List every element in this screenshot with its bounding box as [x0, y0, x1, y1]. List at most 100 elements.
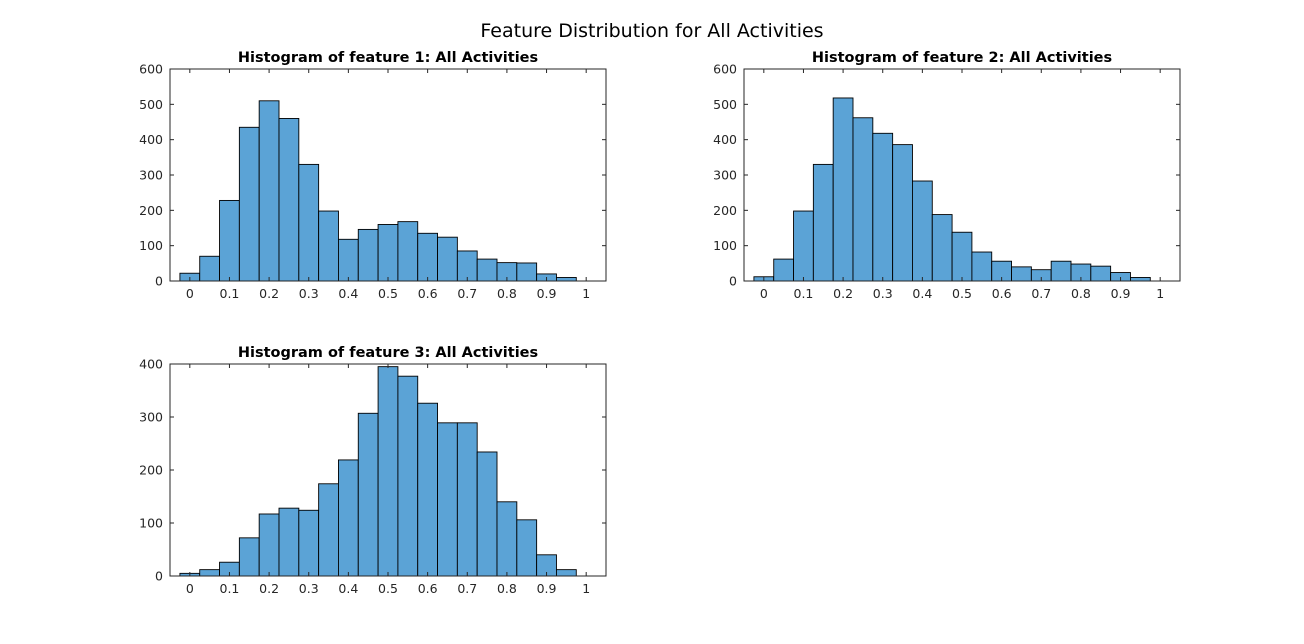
histogram-bar [931, 214, 953, 282]
x-tick-label: 0.3 [299, 286, 319, 301]
histogram-bar [1130, 277, 1151, 282]
x-tick-label: 0.1 [220, 581, 240, 596]
x-tick-label: 0.2 [259, 286, 279, 301]
histogram-bar [556, 569, 577, 577]
histogram-bar [219, 199, 240, 282]
histogram-bar [417, 402, 438, 577]
x-tick-label: 0.2 [259, 581, 279, 596]
y-tick-label: 400 [713, 132, 737, 147]
x-tick-label: 0.7 [457, 581, 477, 596]
y-tick-label: 0 [729, 274, 737, 289]
bars [753, 97, 1151, 282]
x-tick-label: 0.6 [992, 286, 1012, 301]
y-tick-label: 200 [139, 203, 163, 218]
x-axis: 0 0.1 0.2 0.3 0.4 0.5 0.6 0.7 0.8 0.9 1 [186, 69, 590, 301]
histogram-bar [318, 483, 339, 577]
y-tick-label: 500 [139, 97, 163, 112]
y-tick-label: 0 [155, 274, 163, 289]
y-axis: 0 100 200 300 400 500 600 [139, 62, 606, 289]
histogram-bar [912, 180, 933, 282]
histogram-bar [397, 375, 419, 577]
histogram-bar [812, 163, 834, 282]
histogram-bar [278, 118, 300, 282]
histogram-bar [238, 126, 260, 282]
histogram-bar [377, 366, 399, 577]
histogram-bar [1050, 260, 1072, 282]
histogram-bar [1011, 266, 1032, 282]
x-tick-label: 0.1 [220, 286, 240, 301]
y-tick-label: 100 [713, 238, 737, 253]
y-tick-label: 0 [155, 569, 163, 584]
y-tick-label: 300 [713, 168, 737, 183]
x-tick-label: 0.5 [378, 581, 398, 596]
histogram-bar [357, 412, 379, 577]
y-tick-label: 200 [713, 203, 737, 218]
x-tick-label: 0.6 [418, 581, 438, 596]
x-tick-label: 0 [760, 286, 768, 301]
bars [179, 100, 577, 282]
y-tick-label: 400 [139, 132, 163, 147]
x-tick-label: 1 [1156, 286, 1164, 301]
histogram-bar [298, 163, 320, 282]
x-tick-label: 0.9 [537, 286, 557, 301]
histogram-bar [852, 117, 874, 282]
x-tick-label: 0.3 [299, 581, 319, 596]
x-tick-label: 0.3 [873, 286, 893, 301]
histogram-bar [971, 251, 993, 282]
panel-title: Histogram of feature 2: All Activities [812, 50, 1112, 66]
y-axis: 0 100 200 300 400 500 600 [713, 62, 1180, 289]
panel-title: Histogram of feature 1: All Activities [238, 50, 538, 66]
y-tick-label: 100 [139, 238, 163, 253]
y-tick-label: 300 [139, 410, 163, 425]
x-tick-label: 0 [186, 286, 194, 301]
x-tick-label: 0.4 [338, 286, 358, 301]
histogram-bar [258, 513, 280, 577]
histogram-bar [951, 231, 973, 282]
x-tick-label: 0.9 [1111, 286, 1131, 301]
x-tick-label: 1 [582, 286, 590, 301]
histogram-bar [516, 262, 538, 282]
x-tick-label: 0 [186, 581, 194, 596]
x-tick-label: 0.7 [1031, 286, 1051, 301]
histogram-bar [417, 232, 438, 282]
histogram-bar [377, 224, 399, 282]
panel-title: Histogram of feature 3: All Activities [238, 345, 538, 361]
x-tick-label: 0.8 [1071, 286, 1091, 301]
histogram-bar [456, 422, 478, 577]
histogram-bar [238, 537, 260, 577]
x-tick-label: 0.7 [457, 286, 477, 301]
histogram-bar [872, 132, 894, 282]
histogram-bar [258, 100, 280, 282]
x-tick-label: 0.4 [912, 286, 932, 301]
x-tick-label: 0.8 [497, 286, 517, 301]
histogram-bar [397, 221, 419, 282]
x-tick-label: 0.9 [537, 581, 557, 596]
y-tick-label: 300 [139, 168, 163, 183]
x-tick-label: 0.8 [497, 581, 517, 596]
histogram-bar [199, 255, 220, 282]
histogram-bar [437, 236, 458, 282]
histogram-bar [298, 509, 320, 577]
histogram-bar [556, 277, 577, 282]
histogram-bar [516, 519, 538, 577]
histogram-bar [476, 451, 498, 577]
x-axis: 0 0.1 0.2 0.3 0.4 0.5 0.6 0.7 0.8 0.9 1 [760, 69, 1164, 301]
y-tick-label: 500 [713, 97, 737, 112]
y-tick-label: 600 [713, 62, 737, 77]
x-axis: 0 0.1 0.2 0.3 0.4 0.5 0.6 0.7 0.8 0.9 1 [186, 364, 590, 596]
histogram-bar [437, 422, 458, 577]
x-tick-label: 0.5 [378, 286, 398, 301]
histogram-bar [476, 258, 498, 282]
figure-title: Feature Distribution for All Activities [480, 20, 823, 42]
histogram-bar [318, 210, 339, 282]
x-tick-label: 0.6 [418, 286, 438, 301]
histogram-bar [496, 501, 518, 577]
histogram-bar [338, 459, 359, 577]
y-tick-label: 400 [139, 357, 163, 372]
histogram-bar [832, 97, 854, 282]
histogram-bar [199, 569, 220, 577]
